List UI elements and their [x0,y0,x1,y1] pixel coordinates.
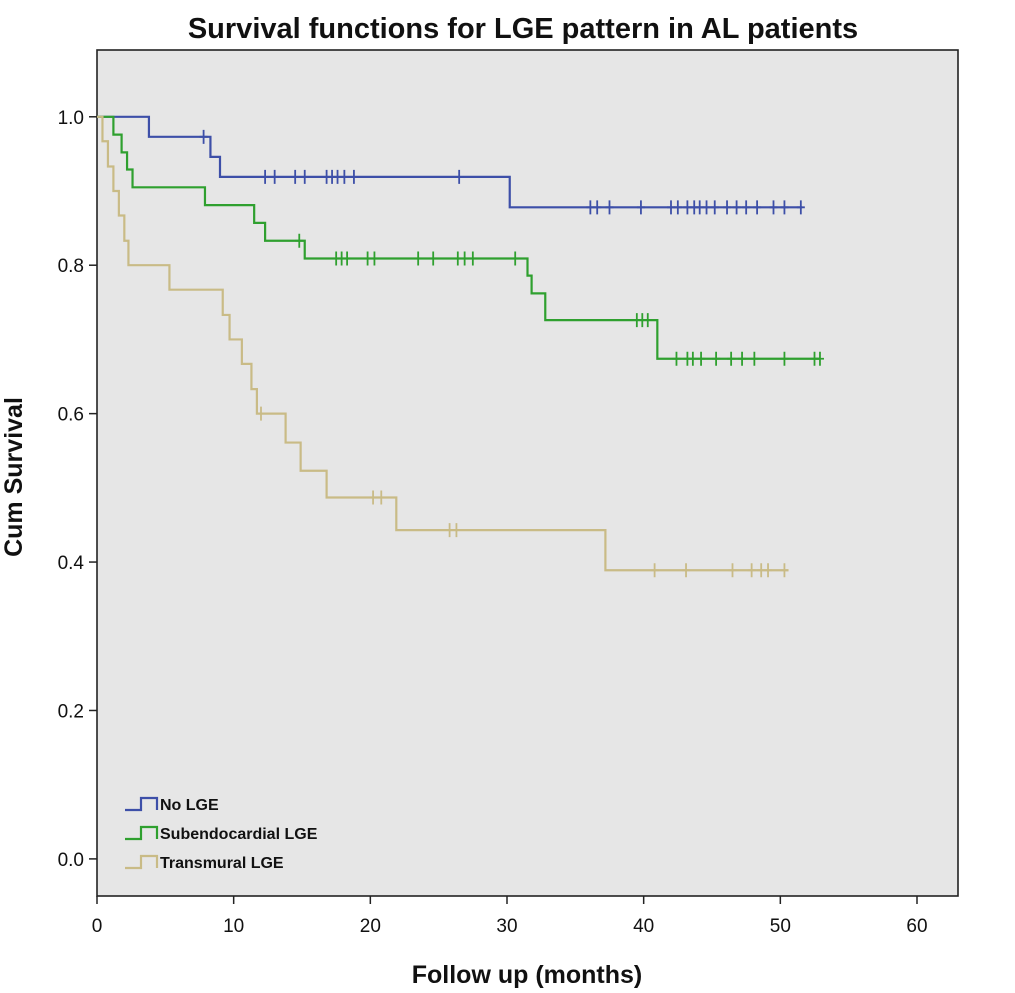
x-tick-label: 10 [223,916,244,937]
censor-mark [636,200,645,215]
legend-swatch [125,854,159,870]
x-tick-label: 50 [770,916,791,937]
x-tick-label: 60 [906,916,927,937]
censor-mark [453,251,462,266]
censor-mark [452,523,461,538]
censor-mark [780,200,789,215]
censor-mark [349,169,358,184]
x-tick-label: 0 [92,916,103,937]
censor-mark [377,490,386,505]
censor-mark [295,233,304,248]
censor-mark [291,169,300,184]
censor-mark [683,200,692,215]
censor-mark [757,563,766,578]
legend: No LGE Subendocardial LGE Transmural LGE [125,796,318,872]
legend-swatch [125,825,159,841]
legend-label: No LGE [160,797,219,814]
censor-mark [414,251,423,266]
censor-mark [369,490,378,505]
censor-mark [742,200,751,215]
y-tick-label: 0.2 [58,701,84,722]
series-no-lge [97,115,805,215]
x-tick-label: 40 [633,916,654,937]
censor-mark [769,200,778,215]
x-tick-label: 30 [496,916,517,937]
legend-label: Subendocardial LGE [160,826,318,843]
survival-curve [97,115,803,209]
censor-mark [363,251,372,266]
censor-mark [702,200,711,215]
censor-mark [257,406,265,421]
censor-mark [605,200,614,215]
censor-mark [738,351,747,366]
censor-mark [370,251,379,266]
censor-mark [780,351,789,366]
censor-mark [682,563,691,578]
censor-mark [460,251,469,266]
censor-mark [695,200,704,215]
censor-mark [728,563,737,578]
censor-mark [697,351,706,366]
y-tick-label: 0.8 [58,256,84,277]
censor-mark [780,563,789,578]
censor-mark [727,351,736,366]
y-tick-label: 0.0 [58,850,84,871]
plot-area [96,49,959,897]
series-subendocardial-lge [97,115,824,366]
legend-label: Transmural LGE [160,855,284,872]
censor-mark [710,200,719,215]
x-tick-label: 20 [360,916,381,937]
y-axis-title: Cum Survival [0,397,28,557]
censor-mark [723,200,732,215]
survival-curve [97,115,820,360]
censor-mark [732,200,741,215]
censor-mark [333,169,342,184]
censor-mark [673,200,682,215]
survival-curve [97,115,789,572]
censor-mark [764,563,773,578]
axes: 0.0 0.2 0.4 0.6 0.8 1.0 0 10 20 30 40 50 60 [58,108,928,937]
y-tick-label: 0.4 [58,553,85,574]
censor-mark [796,200,805,215]
censor-mark [340,169,349,184]
censor-mark [815,351,824,366]
censor-mark [445,523,454,538]
censor-mark [261,169,270,184]
series-transmural-lge [97,115,789,578]
censor-mark [667,200,675,215]
censor-mark [429,251,438,266]
censor-mark [643,313,652,328]
y-tick-label: 0.6 [58,405,84,426]
x-axis-title: Follow up (months) [412,961,643,989]
censor-mark [747,563,756,578]
censor-mark [343,251,352,266]
censor-mark [688,351,697,366]
censor-mark [586,200,595,215]
censor-mark [468,251,477,266]
censor-mark [455,169,464,184]
y-tick-label: 1.0 [58,108,84,129]
censor-mark [300,169,309,184]
chart-title: Survival functions for LGE pattern in AL… [188,13,858,45]
censor-mark [511,251,520,266]
censor-mark [593,200,602,215]
censor-mark [270,169,279,184]
censor-mark [199,129,208,144]
censor-mark [712,351,721,366]
legend-swatch [125,796,159,812]
censor-mark [753,200,762,215]
censor-mark [672,351,681,366]
series-layer [97,115,824,578]
censor-mark [750,351,759,366]
censor-mark [650,563,659,578]
